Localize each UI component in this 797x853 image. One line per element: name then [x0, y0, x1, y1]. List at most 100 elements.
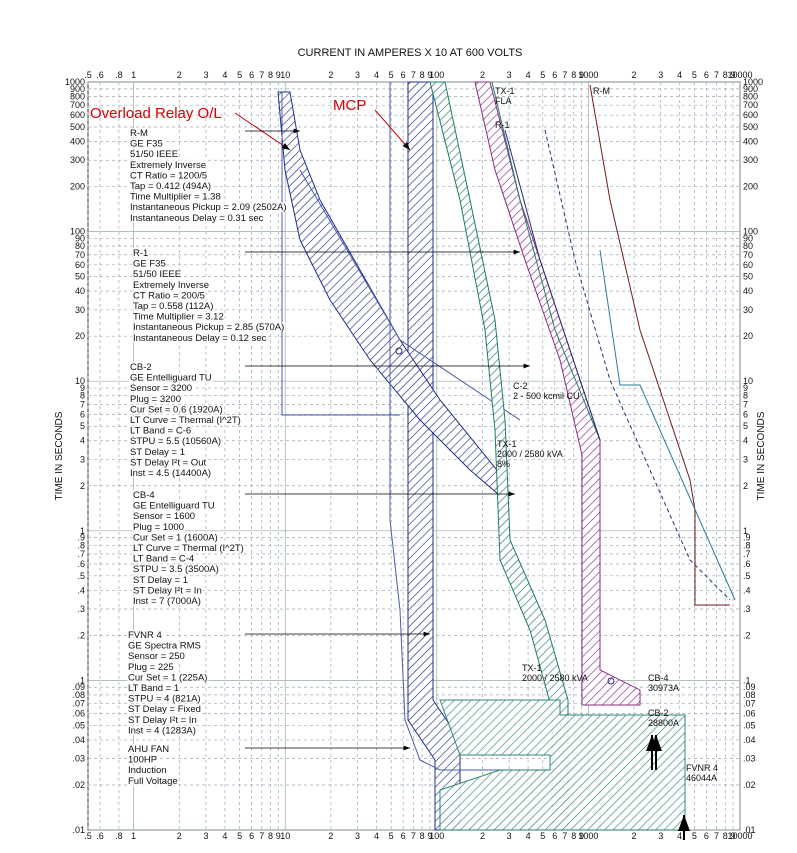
text-bg [129, 415, 242, 425]
y-tick-label: .08 [72, 690, 85, 700]
text-bg [127, 661, 175, 672]
curve-label: 8% [497, 459, 510, 469]
block-line: STPU = 3.5 (3500A) [133, 564, 219, 575]
text-bg [132, 311, 225, 322]
text-bg [129, 393, 182, 404]
y-tick-label: 9 [80, 383, 85, 393]
y-tick-label: 60 [743, 260, 753, 270]
curve-label: R-M [593, 86, 610, 96]
text-bg [127, 651, 186, 662]
y-tick-label: 90 [75, 233, 85, 243]
rm-curve [589, 84, 730, 606]
x-tick-label: 3 [203, 831, 208, 841]
x-tick-label: 7 [562, 831, 567, 841]
text-bg [129, 170, 209, 181]
y-tick-label: 700 [743, 100, 758, 110]
y-tick-label: .1 [743, 675, 751, 685]
block-line: R-1 [133, 248, 148, 259]
block-line: LT Band = 1 [128, 683, 179, 694]
y-tick-label: .9 [743, 533, 751, 543]
block-line: 51/50 IEEE [130, 149, 178, 160]
block-line: LT Band = C-6 [130, 426, 191, 437]
text-bg [132, 248, 150, 258]
y-tick-label: 7 [743, 399, 748, 409]
y-tick-label: 30 [75, 305, 85, 315]
x-tick-label: 9 [731, 831, 736, 841]
cb2-band [474, 81, 641, 706]
y-tick-label: .7 [743, 549, 751, 559]
text-bg [129, 372, 213, 383]
inrush-point [607, 677, 615, 685]
y-tick-label: 7 [80, 399, 85, 409]
block-line: Inst = 4.5 (14400A) [130, 468, 211, 479]
x-tick-label: 8 [268, 831, 273, 841]
x-tick-label: 3 [355, 831, 360, 841]
curve-label: CB-4 [648, 673, 669, 683]
block-line: Tap = 0.412 (494A) [130, 181, 211, 192]
inrush-point [395, 347, 403, 355]
block-line: ST Delay I²t = Out [130, 457, 206, 468]
block-line: Sensor = 1600 [133, 511, 195, 522]
text-bg [129, 181, 213, 191]
x-tick-label: 7 [714, 70, 719, 80]
y-tick-label: 100 [743, 227, 758, 237]
y-tick-label: 20 [75, 331, 85, 341]
y-axis-label: TIME IN SECONDS [756, 411, 767, 500]
curve-label: C-2 [513, 381, 528, 391]
cb-lower-band [439, 699, 686, 831]
block-line: Sensor = 250 [128, 651, 185, 662]
block-line: Cur Set = 0.6 (1920A) [130, 404, 223, 415]
block-line: GE F35 [130, 139, 163, 150]
x-tick-label: 10 [280, 831, 290, 841]
y-tick-label: 400 [70, 137, 85, 147]
text-bg [129, 128, 149, 138]
x-tick-label: 9 [276, 831, 281, 841]
x-tick-label: 9 [427, 70, 432, 80]
text-bg [129, 362, 153, 372]
x-tick-label: .8 [115, 70, 123, 80]
x-tick-label: 4 [374, 831, 379, 841]
y-tick-label: 20 [743, 331, 753, 341]
block-line: Full Voltage [128, 776, 178, 787]
y-tick-label: 80 [743, 241, 753, 251]
y-tick-label: 4 [743, 436, 748, 446]
x-tick-label: 7 [411, 70, 416, 80]
block-line: CT Ratio = 1200/5 [130, 170, 207, 181]
x-tick-label: 1000 [578, 831, 598, 841]
text-bg [129, 159, 208, 170]
text-bg [132, 553, 196, 564]
y-tick-label: .04 [72, 735, 85, 745]
block-line: GE Spectra RMS [128, 641, 201, 652]
y-tick-label: .01 [72, 825, 85, 835]
block-line: Plug = 3200 [130, 394, 181, 405]
x-tick-label: .5 [84, 831, 92, 841]
y-tick-label: .03 [72, 754, 85, 764]
x-tick-label: .6 [96, 831, 104, 841]
block-line: Tap = 0.558 (112A) [133, 301, 213, 312]
x-tick-label: 2 [632, 831, 637, 841]
x-tick-label: 9 [579, 70, 584, 80]
block-line: Induction [128, 765, 167, 776]
y-tick-label: .03 [743, 754, 756, 764]
text-bg [132, 322, 286, 333]
block-line: FVNR 4 [128, 630, 162, 641]
x-tick-label: 5 [692, 70, 697, 80]
y-tick-label: 9 [743, 383, 748, 393]
text-bg [129, 425, 193, 436]
y-tick-label: .4 [743, 585, 751, 595]
y-tick-label: 8 [743, 391, 748, 401]
y-tick-label: 1 [743, 526, 748, 536]
y-tick-label: 300 [743, 155, 758, 165]
y-tick-label: .04 [743, 735, 756, 745]
x-tick-label: 9 [579, 831, 584, 841]
x-tick-label: 2 [480, 831, 485, 841]
y-tick-label: 1000 [65, 77, 85, 87]
x-tick-label: 3 [507, 70, 512, 80]
ahu-curve [299, 169, 521, 421]
text-bg [129, 383, 194, 394]
block-line: ST Delay = 1 [130, 447, 185, 458]
y-tick-label: 10 [743, 376, 753, 386]
x-tick-label: 7 [714, 831, 719, 841]
text-bg [132, 258, 167, 269]
block-line: ST Delay I²t = In [133, 585, 202, 596]
